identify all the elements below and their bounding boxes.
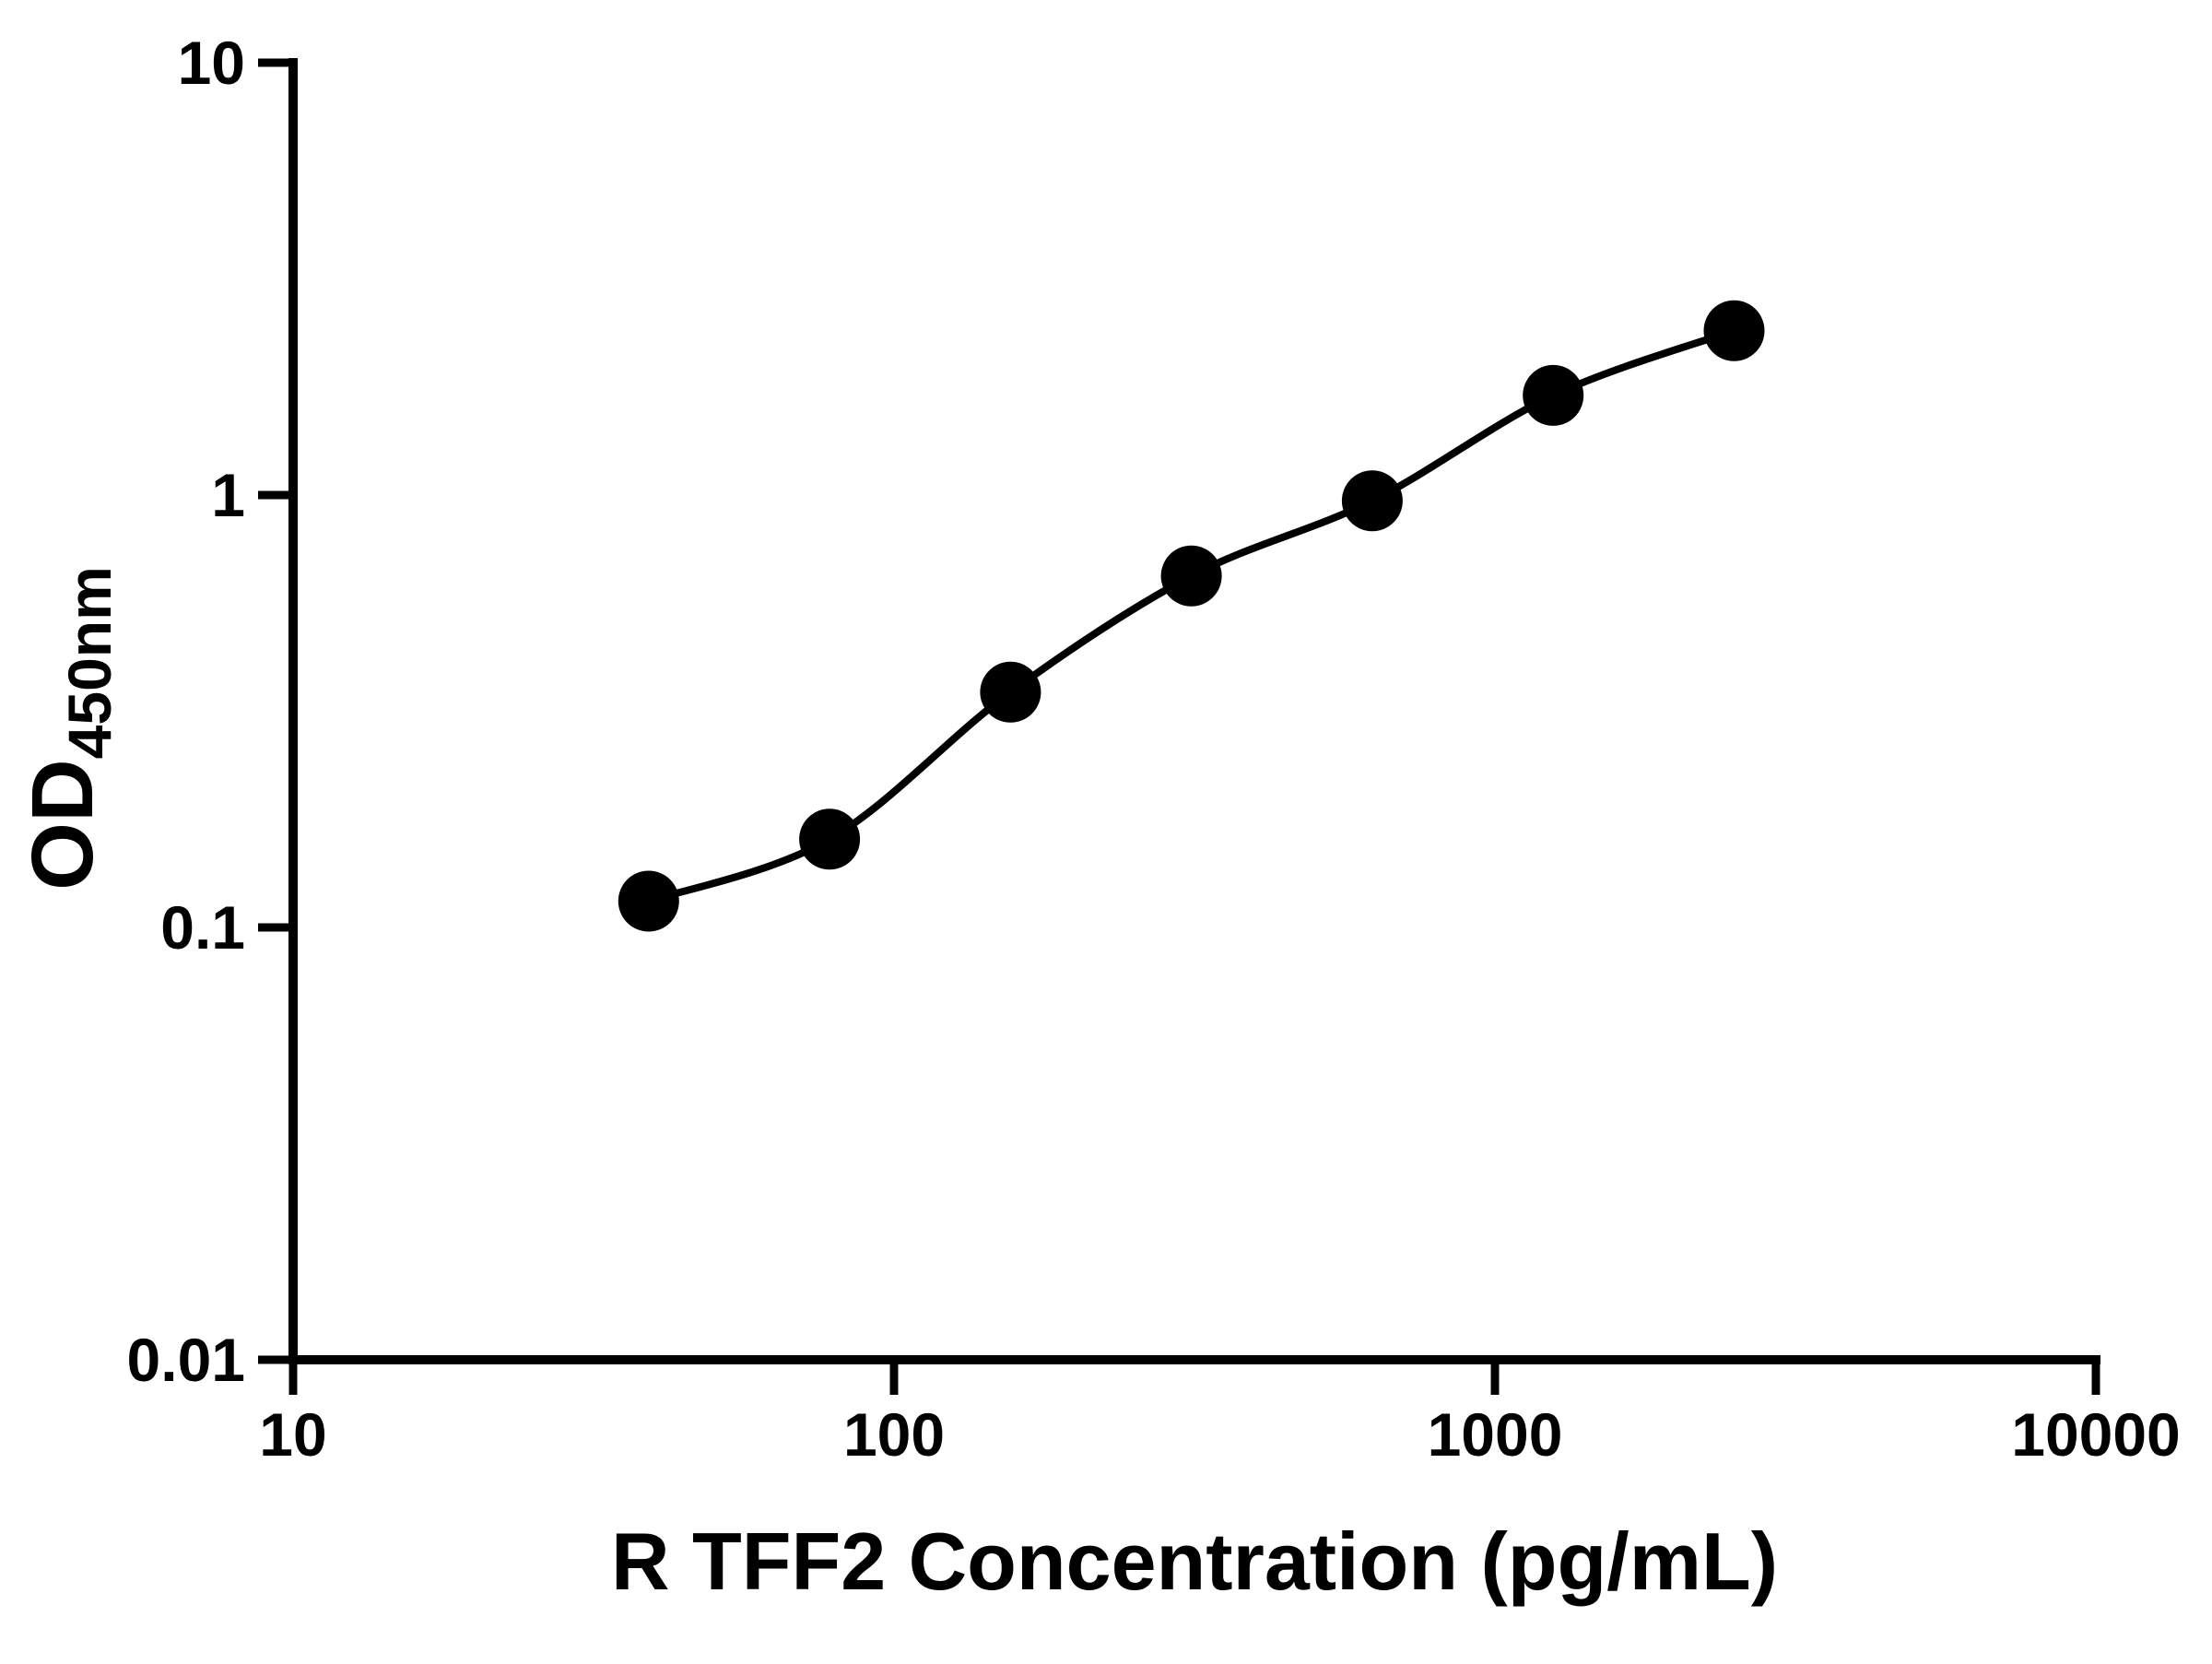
data-point-marker bbox=[618, 870, 679, 932]
y-axis-title: OD450nm bbox=[14, 566, 124, 891]
data-point-marker bbox=[1341, 470, 1403, 532]
data-point-marker bbox=[980, 661, 1041, 723]
y-tick-label: 0.01 bbox=[127, 1326, 245, 1394]
data-point-marker bbox=[799, 808, 861, 870]
y-tick-label: 10 bbox=[178, 29, 245, 97]
x-tick-label: 10000 bbox=[2011, 1400, 2181, 1469]
data-point-marker bbox=[1703, 300, 1765, 361]
x-axis-title: R TFF2 Concentration (pg/mL) bbox=[611, 1516, 1778, 1607]
plot-area: 10 100 1000 10000 0.01 0.1 1 10 bbox=[127, 29, 2181, 1469]
y-axis-title-main: OD bbox=[14, 759, 112, 891]
y-tick-label: 1 bbox=[211, 461, 245, 529]
x-tick-label: 1000 bbox=[1428, 1400, 1563, 1469]
x-tick-label: 100 bbox=[843, 1400, 945, 1469]
y-axis-title-subscript: 450nm bbox=[55, 566, 124, 759]
data-point-marker bbox=[1160, 545, 1222, 607]
y-tick-label: 0.1 bbox=[160, 893, 245, 962]
x-tick-label: 10 bbox=[259, 1400, 326, 1469]
data-point-marker bbox=[1523, 364, 1584, 426]
